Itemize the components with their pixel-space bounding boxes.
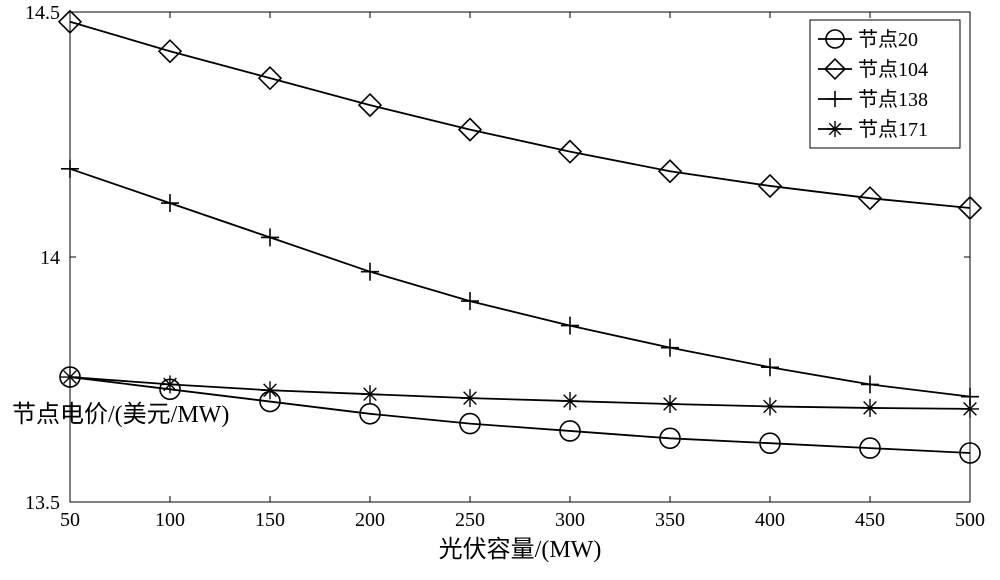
series-line [70,169,970,397]
x-axis-label: 光伏容量/(MW) [439,536,602,563]
y-tick-label: 14 [40,247,60,269]
x-tick-label: 450 [855,509,885,531]
legend-label: 节点138 [858,88,928,111]
y-tick-label: 13.5 [25,492,60,514]
legend: 节点20 节点104 节点138 节点171 [810,20,960,148]
series-节点138 [61,160,979,406]
x-tick-label: 150 [255,509,285,531]
y-axis-label: 节点电价/(美元/MW) [12,401,229,428]
x-tick-label: 200 [355,509,385,531]
chart-container: 50 100 150 200 250 300 350 400 450 500 13.5 14 14.5 光… [0,0,1000,580]
legend-label: 节点20 [858,28,918,51]
x-tick-label: 300 [555,509,585,531]
legend-label: 节点104 [858,58,928,81]
x-tick-label: 350 [655,509,685,531]
line-chart: 50 100 150 200 250 300 350 400 450 500 13.5 14 14.5 光… [0,0,1000,580]
x-tick-label: 500 [955,509,985,531]
y-tick-label: 14.5 [25,2,60,24]
x-tick-label: 100 [155,509,185,531]
x-tick-label: 50 [60,509,80,531]
x-tick-label: 250 [455,509,485,531]
legend-label: 节点171 [858,118,928,141]
x-tick-label: 400 [755,509,785,531]
